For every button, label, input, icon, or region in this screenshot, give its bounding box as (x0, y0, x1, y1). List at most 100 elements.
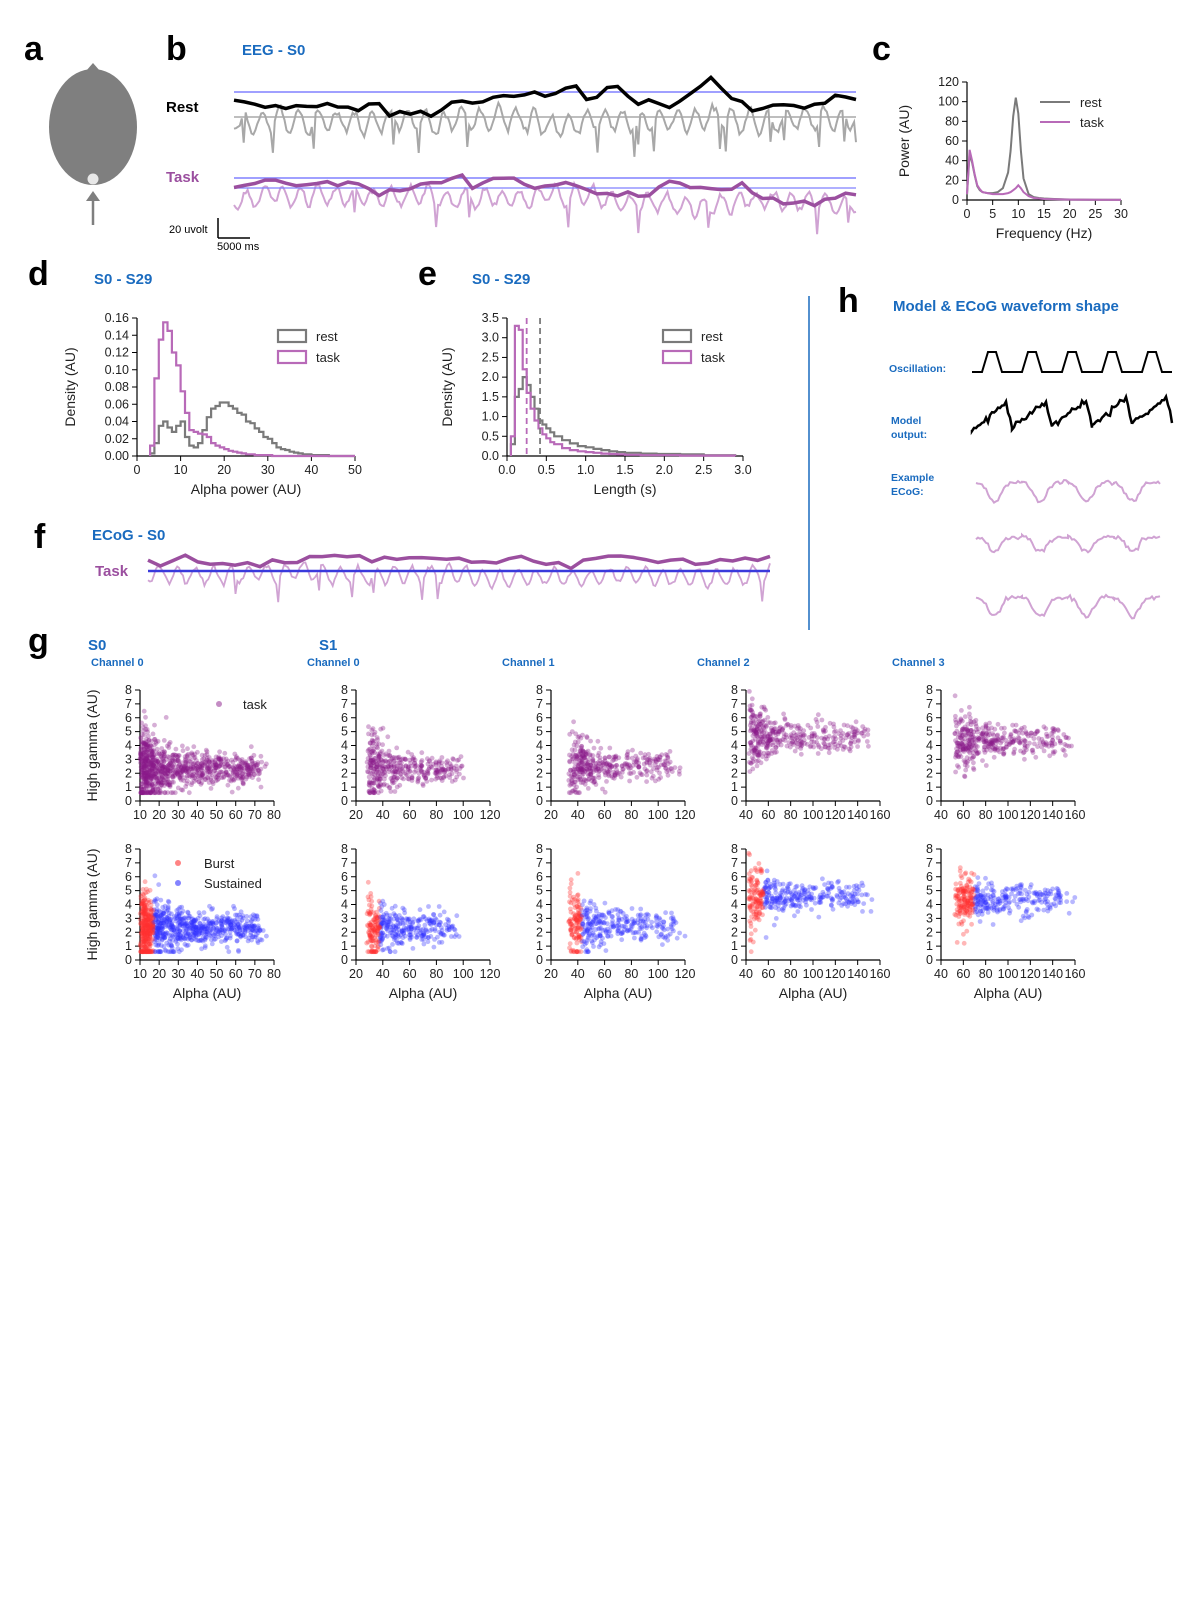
scatter-point (780, 881, 786, 887)
length-hist-y-tick-label: 0.0 (482, 449, 499, 463)
scatter-point (187, 758, 193, 764)
scatter-point (166, 782, 172, 787)
scatter-point (232, 906, 237, 912)
scatter-x-tick-label: 100 (803, 808, 824, 822)
scatter-point (578, 926, 584, 932)
scatter-point (658, 775, 663, 780)
scatter-point (252, 772, 257, 778)
scatter-point (224, 772, 230, 778)
scatter-point (393, 913, 399, 919)
scatter-y-tick-label: 0 (926, 953, 933, 967)
scatter-point (150, 763, 156, 769)
scatter-point (152, 722, 157, 728)
scatter-point (452, 934, 458, 940)
scatter-point (775, 903, 781, 908)
scatter-y-tick-label: 2 (536, 925, 543, 939)
scatter-point (827, 720, 833, 726)
legend-label-burst: Burst (204, 856, 235, 871)
scatter-point (147, 752, 153, 758)
scatter-point (594, 768, 599, 774)
scatter-x-tick-label: 40 (739, 808, 753, 822)
scatter-point (385, 734, 391, 740)
scatter-point (407, 937, 413, 942)
scatter-point (249, 768, 255, 773)
scatter-point (747, 769, 753, 774)
scatter-point (1024, 743, 1030, 749)
scatter-point (146, 737, 152, 743)
scatter-x-tick-label: 120 (1020, 808, 1041, 822)
scatter-point (585, 926, 591, 931)
scatter-point (139, 765, 145, 771)
scatter-point (145, 747, 151, 753)
scatter-point (190, 765, 196, 770)
scatter-point (629, 906, 635, 911)
scatter-point (1003, 738, 1009, 743)
scatter-point (233, 755, 239, 761)
scatter-point (166, 755, 172, 760)
scatter-point (971, 767, 977, 772)
scatter-point (156, 768, 162, 774)
scatter-point (152, 774, 158, 780)
scatter-point (157, 785, 163, 790)
scatter-point (230, 759, 236, 765)
scatter-point (198, 771, 204, 777)
scatter-point (140, 784, 146, 789)
scatter-point (141, 732, 147, 738)
scatter-point (156, 762, 162, 768)
scatter-x-tick-label: 60 (403, 967, 417, 981)
scatter-point (154, 765, 160, 771)
scatter-point (246, 772, 252, 778)
scatter-point (154, 746, 160, 752)
scatter-point (140, 751, 146, 757)
scatter-point (835, 746, 840, 752)
scatter-point (138, 784, 144, 790)
scatter-point (428, 928, 433, 933)
scatter-point (634, 774, 640, 780)
scatter-x-tick-label: 20 (349, 967, 363, 981)
scatter-point (206, 755, 212, 760)
scatter-point (204, 752, 210, 757)
scatter-point (610, 758, 615, 764)
scatter-point (206, 766, 211, 772)
panel-letter-h: h (838, 282, 859, 320)
scatter-point (805, 722, 811, 728)
scatter-point (1057, 738, 1063, 744)
scatter-y-tick-label: 1 (536, 939, 543, 953)
channel-title: Channel 3 (892, 657, 945, 669)
scatter-point (370, 726, 376, 731)
scatter-point (176, 772, 182, 778)
scatter-point (602, 900, 608, 906)
scatter-y-tick-label: 1 (341, 939, 348, 953)
scatter-point (158, 925, 164, 931)
scatter-x-axis-label: Alpha (AU) (389, 985, 457, 1001)
scatter-point (153, 767, 159, 773)
eeg-traces (233, 74, 857, 235)
scatter-point (653, 778, 658, 784)
scatter-x-tick-label: 60 (761, 967, 775, 981)
scatter-point (173, 769, 178, 775)
scatter-point (207, 769, 213, 774)
alpha-hist-y-tick-label: 0.02 (105, 432, 129, 446)
scatter-y-tick-label: 0 (731, 953, 738, 967)
scatter-point (142, 757, 148, 763)
scatter-point (399, 941, 405, 946)
scatter-point (246, 770, 252, 776)
scatter-point (441, 932, 446, 938)
scatter-point (144, 749, 150, 755)
scatter-point (815, 751, 821, 756)
scatter-point (186, 769, 192, 775)
scatter-point (168, 790, 174, 796)
scatter-x-tick-label: 100 (803, 967, 824, 981)
scatter-y-tick-label: 0 (125, 953, 132, 967)
scatter-point (138, 752, 143, 757)
scatter-point (138, 767, 144, 773)
scatter-point (221, 756, 227, 761)
scatter-point (404, 917, 410, 922)
scatter-x-tick-label: 20 (152, 808, 166, 822)
scatter-point (183, 784, 189, 789)
alpha-hist-x-tick-label: 30 (261, 463, 275, 477)
scatter-point (572, 747, 578, 753)
scatter-x-tick-label: 160 (1065, 808, 1086, 822)
scatter-point (992, 726, 998, 732)
